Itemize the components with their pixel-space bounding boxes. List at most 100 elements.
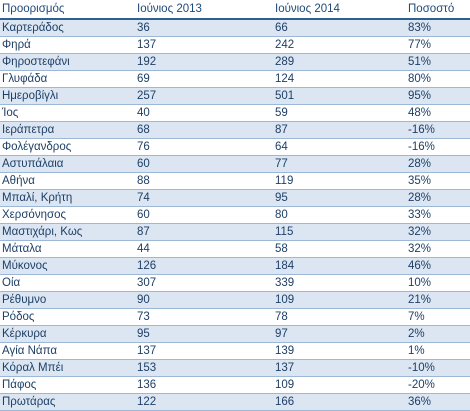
cell-destination: Φηρά [2,39,31,51]
cell-destination: Φηροστεφάνι [2,56,70,68]
cell-june-2014: 78 [275,311,288,323]
table-row: Αστυπάλαια 60 77 28% [0,156,470,173]
cell-june-2013: 44 [137,243,150,255]
cell-june-2014: 58 [275,243,288,255]
table-row: Μπαλί, Κρήτη 74 95 28% [0,190,470,207]
cell-june-2014: 109 [275,379,295,391]
cell-destination: Μπαλί, Κρήτη [2,192,73,204]
cell-june-2013: 257 [137,90,157,102]
cell-june-2014: 97 [275,328,288,340]
cell-june-2014: 87 [275,124,288,136]
cell-destination: Ιεράπετρα [2,124,55,136]
cell-destination: Καρτεράδος [2,22,64,34]
cell-destination: Φολέγανδρος [2,141,72,153]
cell-percentage: 10% [408,277,432,289]
cell-percentage: -10% [408,362,435,374]
cell-percentage: 28% [408,158,432,170]
cell-june-2013: 88 [137,175,150,187]
cell-june-2014: 115 [275,226,294,238]
cell-destination: Μάταλα [2,243,42,255]
header-destination: Προορισμός [2,3,65,15]
cell-june-2014: 80 [275,209,288,221]
cell-percentage: 28% [408,192,432,204]
table-row: Κέρκυρα 95 97 2% [0,326,470,343]
cell-june-2014: 64 [275,141,288,153]
cell-destination: Χερσόνησος [2,209,67,221]
cell-june-2014: 66 [275,22,288,34]
table-header-row: Προορισμός Ιούνιος 2013 Ιούνιος 2014 Ποσ… [0,0,470,20]
table-row: Φολέγανδρος 76 64 -16% [0,139,470,156]
cell-june-2014: 242 [275,39,295,51]
cell-june-2014: 109 [275,294,295,306]
table-row: Μάταλα 44 58 32% [0,241,470,258]
cell-june-2013: 76 [137,141,150,153]
table-row: Ρέθυμνο 90 109 21% [0,292,470,309]
cell-june-2013: 68 [137,124,150,136]
cell-percentage: 95% [408,90,432,102]
cell-percentage: 32% [408,243,432,255]
cell-june-2014: 184 [275,260,295,272]
cell-june-2013: 192 [137,56,157,68]
cell-june-2013: 40 [137,107,150,119]
table-row: Φηρά 137 242 77% [0,37,470,54]
table-row: Μύκονος 126 184 46% [0,258,470,275]
cell-percentage: 7% [408,311,425,323]
cell-destination: Ρόδος [2,311,35,323]
cell-june-2013: 136 [137,379,157,391]
cell-destination: Οία [2,277,21,289]
cell-destination: Αθήνα [2,175,35,187]
cell-destination: Ρέθυμνο [2,294,47,306]
cell-percentage: 36% [408,396,432,408]
cell-june-2013: 69 [137,73,150,85]
cell-percentage: 46% [408,260,432,272]
cell-june-2014: 77 [275,158,288,170]
header-june-2014: Ιούνιος 2014 [275,3,340,15]
table-row: Πάφος 136 109 -20% [0,377,470,394]
cell-destination: Γλυφάδα [2,73,48,85]
header-percentage: Ποσοστό [408,3,455,15]
cell-june-2014: 59 [275,107,288,119]
cell-destination: Πάφος [2,379,37,391]
cell-june-2013: 95 [137,328,150,340]
cell-june-2013: 74 [137,192,150,204]
cell-june-2013: 60 [137,158,150,170]
header-june-2013: Ιούνιος 2013 [137,3,202,15]
table-row: Οία 307 339 10% [0,275,470,292]
cell-destination: Πρωτάρας [2,396,56,408]
cell-june-2014: 119 [275,175,294,187]
cell-percentage: 83% [408,22,432,34]
table-body: Καρτεράδος 36 66 83% Φηρά 137 242 77% Φηροστεφάν… [0,20,470,411]
cell-percentage: 51% [408,56,432,68]
cell-percentage: 1% [408,345,425,357]
table-row: Καρτεράδος 36 66 83% [0,20,470,37]
table-row: Ίος 40 59 48% [0,105,470,122]
table-row: Ρόδος 73 78 7% [0,309,470,326]
cell-june-2014: 137 [275,362,295,374]
cell-june-2014: 95 [275,192,288,204]
cell-june-2013: 307 [137,277,157,289]
cell-june-2013: 60 [137,209,150,221]
cell-june-2014: 339 [275,277,295,289]
cell-percentage: 48% [408,107,432,119]
cell-percentage: 77% [408,39,432,51]
cell-june-2013: 137 [137,345,157,357]
table-row: Αγία Νάπα 137 139 1% [0,343,470,360]
cell-june-2013: 137 [137,39,157,51]
cell-june-2013: 87 [137,226,150,238]
cell-percentage: 32% [408,226,432,238]
table-row: Φηροστεφάνι 192 289 51% [0,54,470,71]
cell-destination: Ημεροβίγλι [2,90,59,102]
cell-june-2013: 126 [137,260,157,272]
table-row: Ιεράπετρα 68 87 -16% [0,122,470,139]
cell-destination: Μαστιχάρι, Κως [2,226,83,238]
table-row: Ημεροβίγλι 257 501 95% [0,88,470,105]
cell-percentage: -16% [408,141,435,153]
cell-june-2013: 36 [137,22,150,34]
cell-percentage: 2% [408,328,425,340]
table-row: Κόραλ Μπέι 153 137 -10% [0,360,470,377]
table-row: Πρωτάρας 122 166 36% [0,394,470,411]
cell-percentage: 33% [408,209,432,221]
cell-percentage: -16% [408,124,435,136]
cell-percentage: 80% [408,73,432,85]
